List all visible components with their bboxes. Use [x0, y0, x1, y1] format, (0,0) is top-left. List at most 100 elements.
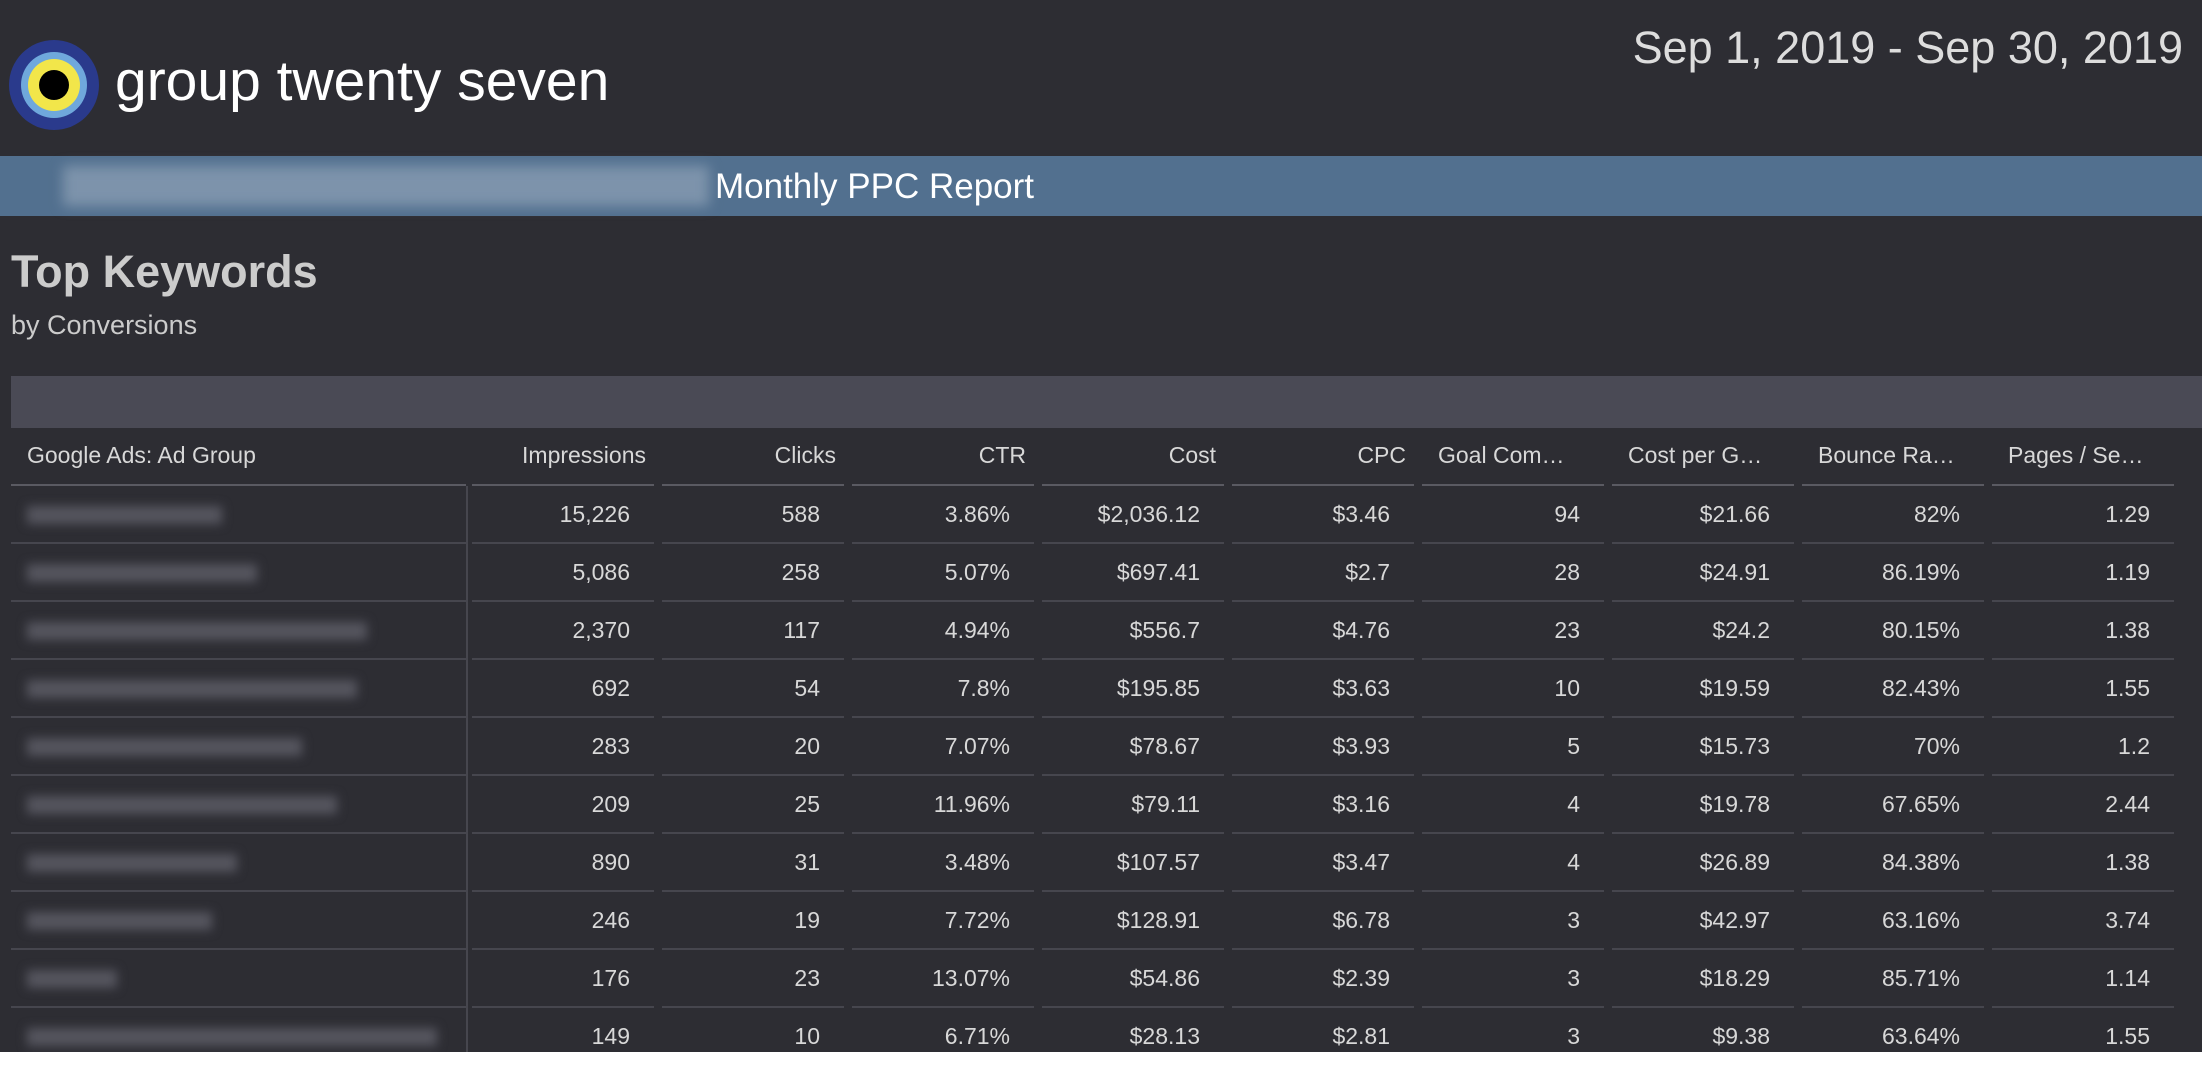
table-cell: $697.41 — [1116, 559, 1200, 585]
table-cell: $15.73 — [1699, 733, 1770, 759]
row-separator — [1802, 774, 1984, 776]
row-separator — [1612, 1006, 1794, 1008]
header-separator — [11, 484, 466, 486]
section-subtitle: by Conversions — [11, 310, 198, 340]
row-separator — [11, 658, 466, 660]
row-separator — [1232, 774, 1414, 776]
row-separator — [852, 890, 1034, 892]
header-separator — [472, 484, 654, 486]
column-header[interactable]: Cost per G… — [1628, 442, 1763, 468]
row-separator — [1992, 1006, 2174, 1008]
row-separator — [852, 1006, 1034, 1008]
row-separator — [1992, 542, 2174, 544]
column-divider — [466, 486, 468, 1052]
row-separator — [1232, 890, 1414, 892]
table-cell: 31 — [794, 849, 820, 875]
row-separator — [1422, 832, 1604, 834]
table-cell: 890 — [591, 849, 630, 875]
column-header[interactable]: Pages / Se… — [2008, 442, 2144, 468]
row-separator — [1992, 716, 2174, 718]
table-cell: 25 — [794, 791, 820, 817]
table-cell: 3.86% — [944, 501, 1010, 527]
row-separator — [1422, 542, 1604, 544]
row-separator — [1802, 542, 1984, 544]
row-separator — [1232, 1006, 1414, 1008]
row-separator — [662, 716, 844, 718]
table-cell: 2.44 — [2105, 791, 2150, 817]
table-cell: $19.78 — [1699, 791, 1770, 817]
row-separator — [1802, 658, 1984, 660]
row-separator — [1992, 948, 2174, 950]
redacted-ad-group — [27, 680, 357, 698]
date-range[interactable]: Sep 1, 2019 - Sep 30, 2019 — [1632, 22, 2183, 73]
table-cell: 19 — [794, 907, 820, 933]
column-header[interactable]: Impressions — [522, 442, 646, 468]
redacted-ad-group — [27, 564, 257, 582]
row-separator — [472, 774, 654, 776]
redacted-ad-group — [27, 970, 117, 988]
column-header[interactable]: Goal Com… — [1438, 442, 1565, 468]
table-cell: 176 — [591, 965, 630, 991]
redacted — [63, 166, 709, 206]
table-cell: 67.65% — [1881, 791, 1960, 817]
row-separator — [662, 774, 844, 776]
row-separator — [1042, 1006, 1224, 1008]
row-separator — [1612, 890, 1794, 892]
row-separator — [662, 542, 844, 544]
table-cell: $195.85 — [1116, 675, 1200, 701]
row-separator — [1612, 542, 1794, 544]
column-header[interactable]: CTR — [978, 442, 1026, 468]
table-cell: $2.39 — [1332, 965, 1390, 991]
table-cell: 5.07% — [944, 559, 1010, 585]
redacted-ad-group — [27, 796, 337, 814]
row-separator — [1802, 1006, 1984, 1008]
row-separator — [11, 1006, 466, 1008]
table-cell: 11.96% — [933, 791, 1010, 817]
row-separator — [1802, 832, 1984, 834]
table-cell: $556.7 — [1129, 617, 1200, 643]
table-cell: 70% — [1913, 733, 1960, 759]
table-cell: 5 — [1567, 733, 1580, 759]
table-cell: 258 — [781, 559, 820, 585]
column-header[interactable]: Cost — [1168, 442, 1216, 468]
table-cell: $3.46 — [1332, 501, 1390, 527]
row-separator — [1232, 542, 1414, 544]
table-cell: $3.16 — [1332, 791, 1390, 817]
row-separator — [11, 948, 466, 950]
table-cell: 23 — [1554, 617, 1580, 643]
row-separator — [1232, 948, 1414, 950]
row-separator — [11, 600, 466, 602]
row-separator — [1422, 716, 1604, 718]
row-separator — [1042, 774, 1224, 776]
table-cell: 63.16% — [1881, 907, 1960, 933]
row-separator — [852, 832, 1034, 834]
table-cell: 15,226 — [559, 501, 630, 527]
column-header[interactable]: Bounce Ra… — [1818, 442, 1955, 468]
row-separator — [11, 832, 466, 834]
row-separator — [662, 890, 844, 892]
table-cell: 3.74 — [2105, 907, 2150, 933]
row-separator — [11, 716, 466, 718]
table-cell: $107.57 — [1116, 849, 1200, 875]
table-cell: $3.93 — [1332, 733, 1390, 759]
header-separator — [1612, 484, 1794, 486]
column-header[interactable]: Google Ads: Ad Group — [27, 442, 256, 468]
table-cell: 1.38 — [2105, 849, 2150, 875]
column-header[interactable]: Clicks — [774, 442, 836, 468]
table-cell: 10 — [794, 1023, 820, 1049]
row-separator — [1992, 774, 2174, 776]
row-separator — [1802, 890, 1984, 892]
report-title: Monthly PPC Report — [715, 167, 1035, 206]
row-separator — [472, 832, 654, 834]
row-separator — [1422, 774, 1604, 776]
row-separator — [852, 542, 1034, 544]
row-separator — [1042, 716, 1224, 718]
table-cell: 1.29 — [2105, 501, 2150, 527]
table-cell: $19.59 — [1699, 675, 1770, 701]
table-cell: 283 — [591, 733, 630, 759]
table-cell: 1.2 — [2118, 733, 2150, 759]
column-header[interactable]: CPC — [1357, 442, 1406, 468]
row-separator — [1612, 774, 1794, 776]
